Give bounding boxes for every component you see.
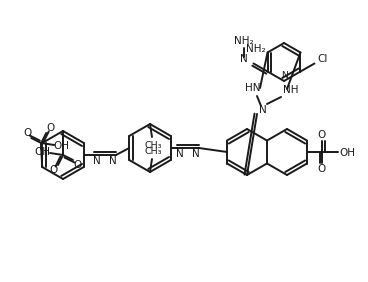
Text: OH: OH bbox=[339, 148, 355, 158]
Text: NH₂: NH₂ bbox=[246, 45, 265, 54]
Text: O: O bbox=[50, 165, 58, 175]
Text: OH: OH bbox=[53, 141, 69, 151]
Text: N: N bbox=[240, 54, 247, 65]
Text: N: N bbox=[93, 156, 101, 166]
Text: N: N bbox=[176, 149, 184, 159]
Text: N: N bbox=[281, 70, 287, 80]
Text: CH₃: CH₃ bbox=[144, 140, 162, 149]
Text: N: N bbox=[192, 149, 200, 159]
Text: O: O bbox=[23, 128, 31, 138]
Text: O: O bbox=[46, 123, 54, 133]
Text: OH: OH bbox=[34, 147, 50, 157]
Text: O: O bbox=[318, 164, 326, 174]
Text: O: O bbox=[73, 160, 81, 170]
Text: N: N bbox=[109, 156, 117, 166]
Text: N: N bbox=[259, 105, 267, 115]
Text: NH₂: NH₂ bbox=[234, 36, 253, 47]
Text: CH₃: CH₃ bbox=[144, 147, 162, 155]
Text: O: O bbox=[318, 130, 326, 140]
Text: NH: NH bbox=[283, 85, 299, 95]
Text: HN: HN bbox=[245, 83, 261, 93]
Text: Cl: Cl bbox=[317, 54, 328, 65]
